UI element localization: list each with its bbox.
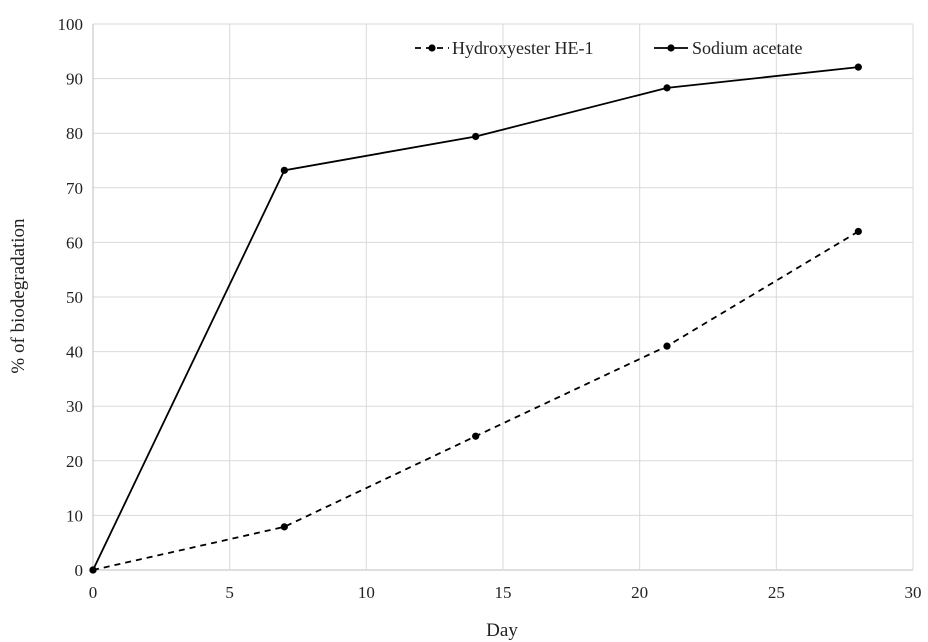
series-line-1 xyxy=(92,230,859,571)
x-tick-labels: 0 5 10 15 20 25 30 xyxy=(89,583,922,602)
data-point-2 xyxy=(280,166,288,174)
series-group xyxy=(89,63,862,574)
y-tick-label: 100 xyxy=(58,15,84,34)
data-point-2 xyxy=(663,84,671,92)
data-point-2 xyxy=(472,132,480,141)
y-tick-label: 50 xyxy=(66,288,83,307)
x-tick-label: 25 xyxy=(768,583,785,602)
x-axis-title: Day xyxy=(486,620,518,641)
x-tick-label: 20 xyxy=(631,583,648,602)
y-tick-labels: 0 10 20 30 40 50 60 70 80 90 100 xyxy=(58,15,84,580)
series-line-2 xyxy=(92,66,859,571)
x-tick-label: 5 xyxy=(225,583,234,602)
legend: Hydroxyester HE-1 Sodium acetate xyxy=(415,38,802,58)
x-tick-label: 0 xyxy=(89,583,98,602)
y-tick-label: 80 xyxy=(66,124,83,143)
y-tick-label: 40 xyxy=(66,343,83,362)
data-point-1 xyxy=(280,523,288,531)
x-tick-label: 15 xyxy=(495,583,512,602)
x-tick-label: 10 xyxy=(358,583,375,602)
y-tick-label: 30 xyxy=(66,397,83,416)
data-point-2 xyxy=(89,566,97,574)
grid xyxy=(92,23,914,571)
y-tick-label: 70 xyxy=(66,179,83,198)
y-tick-label: 60 xyxy=(66,233,83,252)
y-tick-label: 20 xyxy=(66,452,83,471)
y-tick-label: 10 xyxy=(66,506,83,525)
y-tick-label: 0 xyxy=(75,561,84,580)
y-axis-title: % of biodegradation xyxy=(8,218,29,374)
data-point-2 xyxy=(854,63,862,71)
legend-label-1: Hydroxyester HE-1 xyxy=(452,38,593,58)
data-point-1 xyxy=(663,342,671,350)
data-point-1 xyxy=(854,227,862,236)
data-point-1 xyxy=(472,432,480,440)
y-tick-label: 90 xyxy=(66,70,83,89)
legend-marker-2 xyxy=(667,44,675,52)
legend-label-2: Sodium acetate xyxy=(692,38,802,58)
x-tick-label: 30 xyxy=(905,583,922,602)
legend-marker-1 xyxy=(428,44,436,52)
